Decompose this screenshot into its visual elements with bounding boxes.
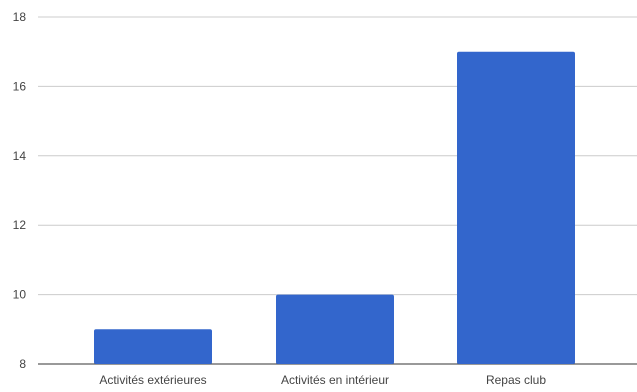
x-category-label: Repas club xyxy=(486,373,546,387)
x-axis-labels: Activités extérieures Activités en intéri… xyxy=(99,373,546,387)
x-category-label: Activités en intérieur xyxy=(281,373,389,387)
bar xyxy=(457,51,575,364)
bar xyxy=(94,329,212,364)
bar xyxy=(276,294,394,364)
x-category-label: Activités extérieures xyxy=(99,373,206,387)
y-tick-label: 12 xyxy=(13,218,27,232)
y-tick-label: 16 xyxy=(13,79,27,93)
y-tick-label: 14 xyxy=(13,149,27,163)
y-tick-label: 10 xyxy=(13,288,27,302)
bars xyxy=(94,51,575,364)
y-axis-ticks: 8 10 12 14 16 18 xyxy=(13,10,27,371)
y-tick-label: 18 xyxy=(13,10,27,24)
y-tick-label: 8 xyxy=(19,357,26,371)
